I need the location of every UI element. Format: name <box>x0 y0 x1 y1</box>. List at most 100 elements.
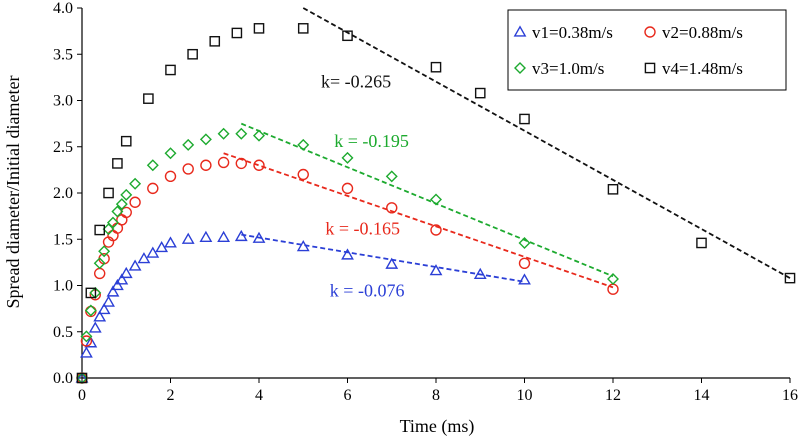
fit-line <box>240 122 614 278</box>
data-point <box>182 163 194 175</box>
data-point <box>518 236 531 249</box>
data-point <box>93 310 107 322</box>
y-tick-label: 0.5 <box>53 324 73 341</box>
legend-label: v3=1.0m/s <box>532 59 604 78</box>
data-point <box>120 135 132 147</box>
data-point <box>607 183 619 195</box>
y-tick-label: 2.5 <box>53 139 73 156</box>
data-point <box>253 129 265 142</box>
data-point <box>217 230 231 243</box>
legend: v1=0.38m/s v2=0.88m/s v3=1.0m/s v4=1.48m/s <box>507 9 787 91</box>
legend-label: v1=0.38m/s <box>532 23 613 42</box>
legend-label: v4=1.48m/s <box>662 59 743 78</box>
data-point <box>199 230 213 243</box>
data-point <box>76 372 88 384</box>
data-point <box>296 240 310 252</box>
data-point <box>235 157 248 170</box>
data-point <box>784 272 796 284</box>
slope-annotation: k = -0.195 <box>334 131 409 151</box>
data-point <box>147 182 159 195</box>
fit-line <box>302 7 791 279</box>
data-point <box>93 267 106 280</box>
data-point <box>385 257 399 269</box>
legend-marker <box>514 62 526 74</box>
data-point <box>341 151 354 164</box>
x-tick-label: 8 <box>432 387 440 404</box>
data-point <box>93 257 106 270</box>
axes: 0.0 0.5 1.0 1.5 2.0 2.5 3.0 3.5 4.0 0 2 4 6 8 10 12 14 16 <box>53 0 798 404</box>
slope-annotation: k = -0.076 <box>330 281 405 301</box>
legend-marker <box>644 62 656 74</box>
data-point <box>128 259 142 271</box>
data-point <box>200 159 212 171</box>
y-tick-label: 3.5 <box>53 46 73 63</box>
data-point <box>342 30 353 42</box>
data-point <box>518 257 531 269</box>
data-point <box>119 266 133 279</box>
y-tick-label: 3.0 <box>53 93 73 110</box>
x-tick-label: 12 <box>605 387 621 404</box>
data-point <box>518 273 531 285</box>
data-point <box>430 193 442 206</box>
legend-box <box>507 9 787 91</box>
data-point <box>182 138 195 151</box>
y-tick-label: 1.0 <box>53 278 73 295</box>
data-point <box>84 336 98 348</box>
y-axis-title: Spread diameter/Initial diameter <box>3 76 23 309</box>
data-point <box>253 23 265 34</box>
y-tick-label: 1.5 <box>53 231 73 248</box>
data-point <box>430 224 442 236</box>
x-tick-label: 6 <box>344 387 352 404</box>
data-point <box>106 216 119 229</box>
data-point <box>143 93 154 104</box>
data-point <box>187 48 198 60</box>
data-point <box>120 188 133 201</box>
data-point <box>297 138 310 151</box>
data-point <box>98 245 111 258</box>
data-point <box>85 287 97 299</box>
data-point <box>137 252 151 264</box>
data-point <box>146 246 160 258</box>
data-point <box>88 321 102 333</box>
data-points <box>75 23 796 384</box>
data-point <box>129 177 142 190</box>
legend-label: v2=0.88m/s <box>662 23 743 42</box>
data-point <box>80 346 93 358</box>
data-point <box>80 330 93 343</box>
data-point <box>386 202 398 214</box>
data-point <box>253 159 265 171</box>
x-tick-label: 10 <box>517 387 533 404</box>
data-point <box>164 236 177 248</box>
data-point <box>97 302 111 315</box>
data-point <box>217 156 230 169</box>
x-tick-label: 16 <box>782 387 798 404</box>
data-point <box>80 335 93 347</box>
y-tick-label: 2.0 <box>53 185 73 202</box>
legend-marker <box>513 25 527 37</box>
data-point <box>607 273 619 286</box>
x-tick-label: 2 <box>167 387 175 404</box>
data-point <box>111 205 124 218</box>
data-point <box>297 23 309 34</box>
data-point <box>696 237 707 249</box>
data-point <box>106 285 120 297</box>
data-point <box>385 170 398 183</box>
x-tick-label: 14 <box>694 387 710 404</box>
data-point <box>164 170 177 183</box>
y-tick-label: 4.0 <box>53 0 73 17</box>
data-point <box>84 304 97 317</box>
data-point <box>234 229 248 242</box>
data-point <box>103 187 114 199</box>
data-point <box>429 264 443 276</box>
y-tick-label: 0.0 <box>53 370 73 387</box>
slope-annotation: k= -0.265 <box>321 72 391 92</box>
data-point <box>181 232 195 244</box>
data-point <box>146 159 159 172</box>
slope-annotations: k= -0.265 k = -0.195 k = -0.165 k = -0.076 <box>321 72 409 301</box>
data-point <box>217 127 230 140</box>
data-point <box>129 196 141 208</box>
data-point <box>94 224 105 236</box>
x-tick-label: 0 <box>78 387 86 404</box>
